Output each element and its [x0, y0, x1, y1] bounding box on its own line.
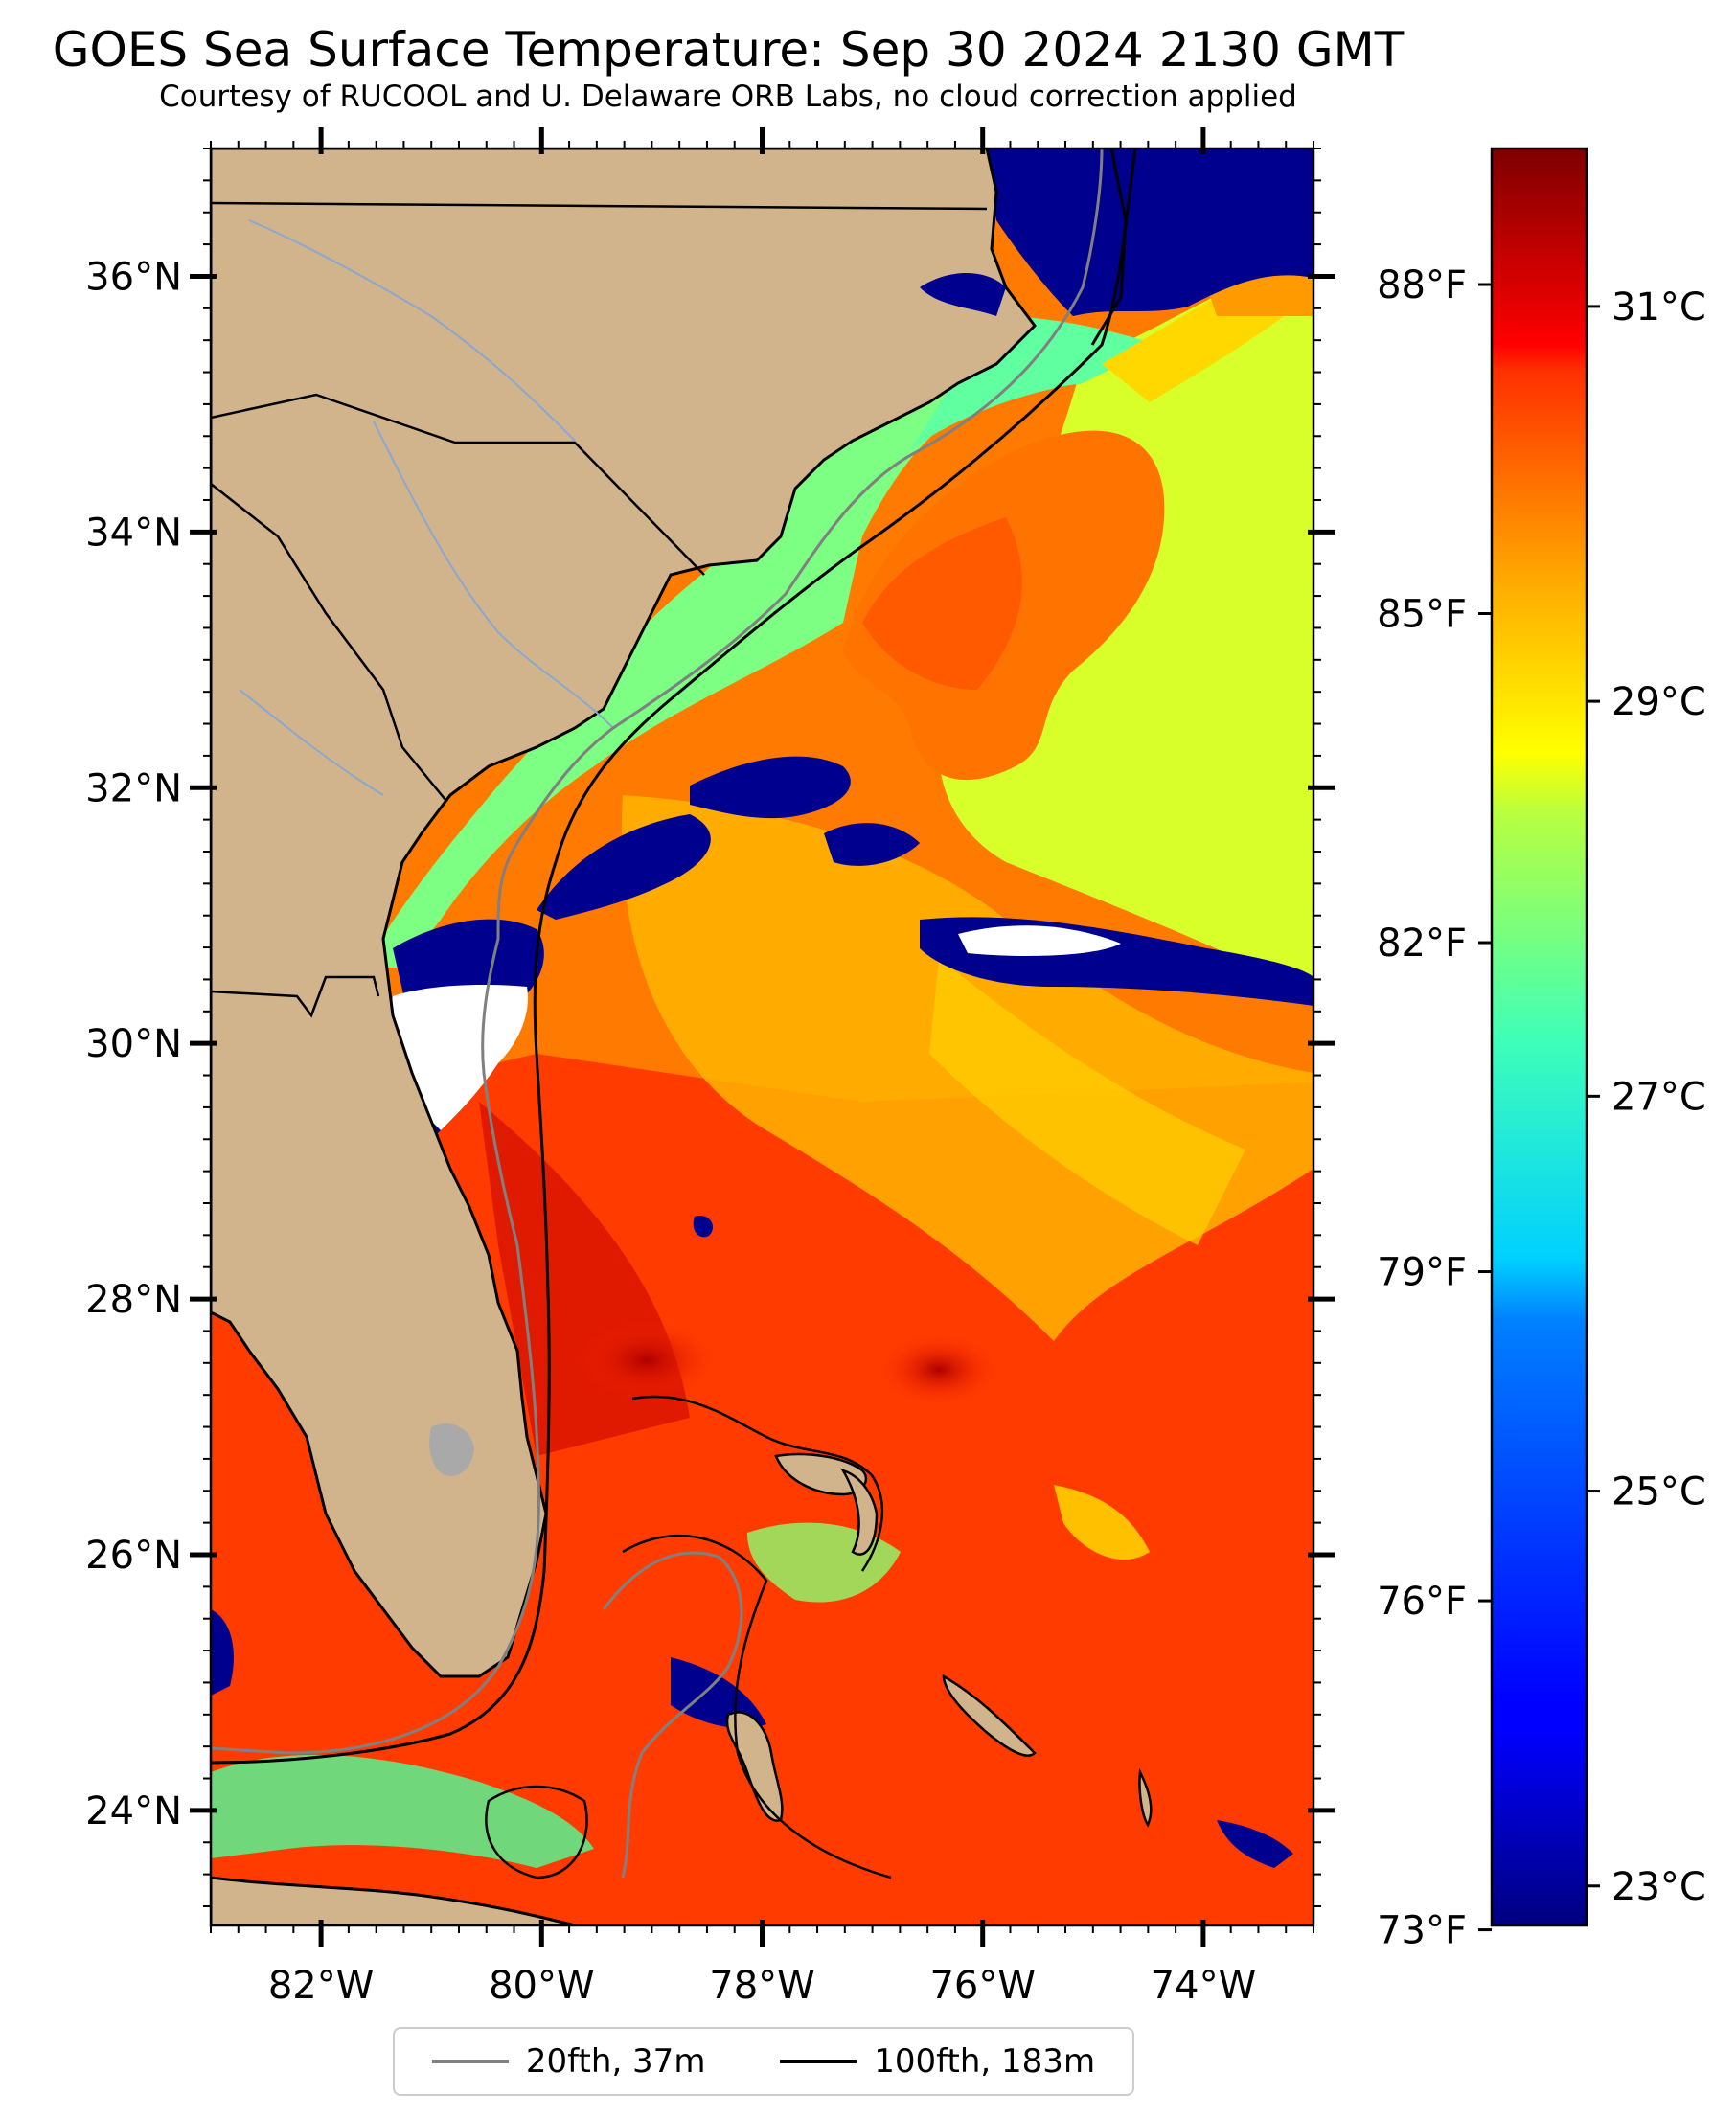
lat-tick-label: 30°N: [85, 1022, 182, 1066]
colorbar-f-label: 85°F: [1377, 593, 1467, 637]
florida-straits-cool: [211, 1754, 594, 1868]
lon-tick-label: 80°W: [489, 1964, 594, 2008]
cloud-bahamas-2: [1217, 1820, 1293, 1868]
river-3: [239, 689, 384, 796]
sst-map: [211, 148, 1313, 1925]
outer-banks: [1090, 148, 1128, 346]
warm-core-west: [580, 1322, 714, 1399]
shelf-cool-water: [364, 345, 1102, 968]
colorbar-c-label: 27°C: [1611, 1075, 1706, 1119]
isobath-20fth-line: [211, 148, 1104, 1755]
colorbar-c-label: 29°C: [1611, 680, 1706, 724]
cloud-patch-5: [693, 1216, 714, 1238]
warm-eddy-core: [862, 517, 1022, 690]
isobath-100fth-tongue: [622, 1534, 892, 1879]
lon-tick-label: 76°W: [929, 1964, 1035, 2008]
legend-item-20fth: 20fth, 37m: [431, 2042, 706, 2081]
colorbar-f-label: 76°F: [1377, 1580, 1467, 1624]
eleuthera-island: [942, 1674, 1037, 1757]
map-subtitle: Courtesy of RUCOOL and U. Delaware ORB L…: [159, 80, 1297, 114]
isobath-100fth-little-bahama: [631, 1395, 884, 1572]
isobath-legend: 20fth, 37m 100fth, 183m: [393, 2027, 1134, 2096]
legend-label-20fth: 20fth, 37m: [525, 2042, 706, 2081]
warm-core-east: [881, 1335, 996, 1404]
abaco-island: [840, 1468, 879, 1556]
colorbar-f-label: 73°F: [1377, 1909, 1467, 1953]
colorbar-c-label: 31°C: [1611, 285, 1706, 330]
map-axes: 36°N 34°N 32°N 30°N 28°N 26°N 24°N 82°W 80°W 78°W…: [85, 127, 1335, 2008]
colorbar-f-label: 82°F: [1377, 922, 1467, 966]
cloud-patch-3: [824, 823, 920, 866]
legend-swatch-100fth: [780, 2060, 857, 2063]
isobath-20fth-bahamas: [602, 1551, 743, 1879]
lon-tick-label: 74°W: [1151, 1964, 1256, 2008]
lat-tick-label: 28°N: [85, 1278, 182, 1322]
cloud-patch-4: [575, 862, 613, 886]
bank-yellow-water: [1054, 1485, 1150, 1560]
cloud-patch-1: [537, 814, 711, 920]
legend-item-100fth: 100fth, 183m: [780, 2042, 1095, 2081]
offshore-yellow-green: [938, 249, 1313, 996]
colorbar-c-label: 23°C: [1611, 1865, 1706, 1909]
border-va-nc: [211, 201, 988, 211]
pamlico-sound: [920, 273, 1006, 316]
isobath-100fth-cay-sal: [485, 1785, 588, 1879]
missing-data-jax: [392, 985, 528, 1130]
cloud-keys: [211, 1609, 234, 1696]
colorbar-f-label: 79°F: [1377, 1251, 1467, 1295]
legend-swatch-20fth: [431, 2060, 509, 2063]
lake-okeechobee: [429, 1423, 474, 1476]
border-sc-ga: [211, 483, 446, 801]
colorbar-f-label: 88°F: [1377, 263, 1467, 307]
river-2: [373, 421, 614, 729]
isobath-100fth-line: [211, 148, 1137, 1765]
lat-tick-label: 34°N: [85, 511, 182, 555]
lon-tick-label: 82°W: [268, 1964, 374, 2008]
lat-tick-label: 24°N: [85, 1789, 182, 1833]
river-1: [248, 219, 576, 442]
colorbar-c-label: 25°C: [1611, 1470, 1706, 1514]
legend-label-100fth: 100fth, 183m: [874, 2042, 1096, 2081]
colorbar: [1490, 147, 1588, 1927]
lat-tick-label: 36°N: [85, 255, 182, 299]
colorbar-axes: 31°C 29°C 27°C 25°C 23°C 88°F 85°F 82°F 79°F 76°F…: [1377, 263, 1706, 1953]
land-cuba: [211, 1876, 576, 1925]
lat-tick-label: 26°N: [85, 1534, 182, 1578]
missing-data-offshore: [958, 925, 1121, 956]
map-title: GOES Sea Surface Temperature: Sep 30 202…: [52, 22, 1405, 78]
lat-tick-label: 32°N: [85, 766, 182, 810]
border-ga-fl: [211, 975, 380, 1018]
lon-tick-label: 78°W: [709, 1964, 814, 2008]
land-us-southeast: [211, 148, 1037, 1678]
cloud-bahamas-1: [671, 1657, 766, 1728]
cloud-patch-2: [690, 756, 851, 819]
cat-island: [1138, 1767, 1153, 1828]
border-nc-sc: [211, 393, 705, 576]
mid-water-bright: [929, 958, 1245, 1245]
cloud-north: [987, 148, 1313, 316]
